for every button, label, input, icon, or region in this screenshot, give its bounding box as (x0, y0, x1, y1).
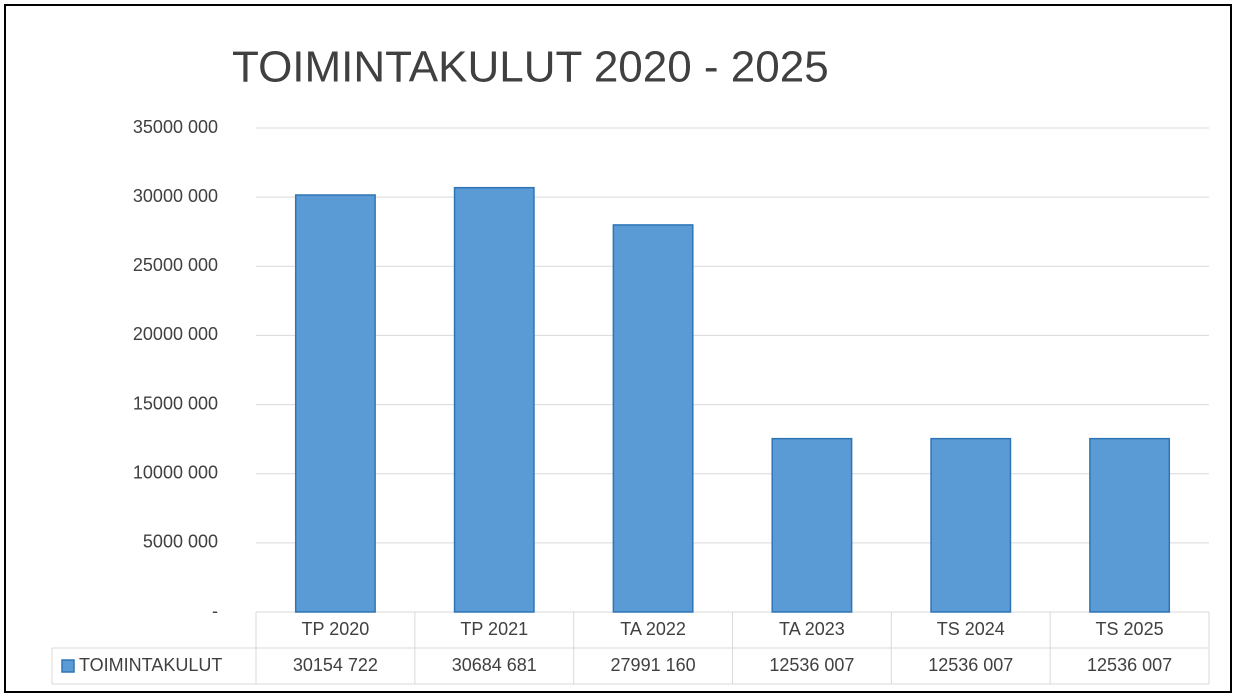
y-tick-label: 35000 000 (133, 117, 218, 137)
bar (453, 186, 535, 613)
y-tick-label: 15000 000 (133, 393, 218, 413)
y-tick-label: 25000 000 (133, 255, 218, 275)
x-tick-label: TA 2022 (620, 619, 686, 639)
x-tick-label: TS 2024 (937, 619, 1005, 639)
table-value: 12536 007 (769, 655, 854, 675)
y-tick-label: 5000 000 (143, 532, 218, 552)
bar (612, 224, 694, 613)
table-value: 12536 007 (928, 655, 1013, 675)
y-tick-label: 20000 000 (133, 324, 218, 344)
table-value: 30154 722 (293, 655, 378, 675)
legend-label: TOIMINTAKULUT (79, 655, 222, 675)
bar (930, 437, 1012, 613)
bar (294, 194, 376, 613)
x-tick-label: TP 2020 (302, 619, 370, 639)
x-tick-label: TA 2023 (779, 619, 845, 639)
table-value: 30684 681 (452, 655, 537, 675)
y-tick-label: - (212, 601, 218, 621)
x-tick-label: TS 2025 (1096, 619, 1164, 639)
bar (1089, 437, 1171, 613)
table-value: 27991 160 (611, 655, 696, 675)
y-tick-label: 10000 000 (133, 462, 218, 482)
legend-swatch (61, 659, 75, 673)
table-value: 12536 007 (1087, 655, 1172, 675)
bar (771, 437, 853, 613)
y-tick-label: 30000 000 (133, 186, 218, 206)
chart-title: TOIMINTAKULUT 2020 - 2025 (232, 43, 829, 92)
x-tick-label: TP 2021 (460, 619, 528, 639)
